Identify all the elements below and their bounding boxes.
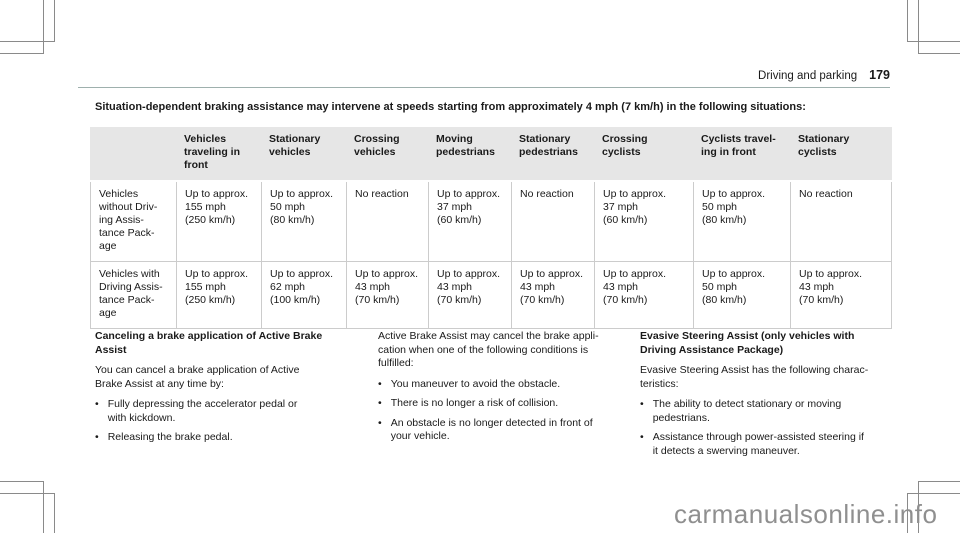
column-header: Stationary vehicles [261, 127, 346, 182]
table-cell: Up to approx. 43 mph (70 km/h) [346, 261, 428, 329]
column-header: Stationary pedestrians [511, 127, 594, 182]
crop-mark-top-right [918, 0, 960, 54]
bullet-icon: • [378, 416, 382, 429]
crop-mark-bottom-right [918, 481, 960, 533]
bullet-icon: • [95, 431, 99, 443]
table-cell: Up to approx. 155 mph (250 km/h) [176, 261, 261, 329]
list-item-text: Releasing the brake pedal. [107, 431, 233, 443]
table-cell: Up to approx. 50 mph (80 km/h) [693, 182, 790, 261]
page-number: 179 [869, 68, 890, 82]
section-heading: Canceling a brake application of Active … [95, 330, 323, 356]
section-title: Driving and parking [758, 70, 858, 82]
list-item: • The ability to detect stationary or mo… [640, 398, 912, 425]
list-item: • You maneuver to avoid the obstacle. [378, 378, 650, 392]
column-header: Stationary cyclists [790, 127, 892, 182]
column-header: Crossing vehicles [346, 127, 428, 182]
bullet-icon: • [640, 398, 644, 410]
bullet-icon: • [640, 431, 644, 443]
table-header-row: Vehicles traveling in front Stationary v… [90, 127, 892, 182]
crop-mark-top-left [0, 0, 55, 42]
bullet-list: • Fully depressing the accelerator pedal… [95, 398, 367, 445]
row-label: Vehicles with Driving Assis- tance Pack-… [90, 261, 176, 329]
table-cell: Up to approx. 37 mph (60 km/h) [594, 182, 693, 261]
crop-mark-bottom-right [907, 493, 960, 533]
section-cancel-conditions: Active Brake Assist may cancel the brake… [378, 330, 650, 450]
crop-mark-top-right [907, 0, 960, 42]
list-item-text: There is no longer a risk of collision. [390, 397, 559, 409]
table-cell: Up to approx. 155 mph (250 km/h) [176, 182, 261, 261]
section-paragraph: You can cancel a brake application of Ac… [95, 364, 300, 390]
bullet-icon: • [95, 398, 99, 410]
table-cell: No reaction [346, 182, 428, 261]
list-item: • Fully depressing the accelerator pedal… [95, 398, 367, 425]
table-cell: Up to approx. 43 mph (70 km/h) [428, 261, 511, 329]
list-item: • Assistance through power-assisted stee… [640, 431, 912, 458]
list-item: • There is no longer a risk of collision… [378, 397, 650, 411]
table-cell: Up to approx. 50 mph (80 km/h) [693, 261, 790, 329]
watermark-text: carmanualsonline.info [674, 499, 938, 529]
bullet-icon: • [378, 397, 382, 409]
crop-mark-bottom-left [0, 481, 44, 533]
table-cell: Up to approx. 43 mph (70 km/h) [790, 261, 892, 329]
table-cell: Up to approx. 43 mph (70 km/h) [511, 261, 594, 329]
list-item: • An obstacle is no longer detected in f… [378, 417, 650, 444]
table-cell: Up to approx. 37 mph (60 km/h) [428, 182, 511, 261]
list-item-text: Assistance through power-assisted steeri… [652, 431, 864, 457]
table-cell: No reaction [511, 182, 594, 261]
table-cell: No reaction [790, 182, 892, 261]
section-paragraph: Evasive Steering Assist has the followin… [640, 364, 869, 390]
column-header: Vehicles traveling in front [176, 127, 261, 182]
braking-assistance-table: Vehicles traveling in front Stationary v… [90, 127, 892, 329]
table-cell: Up to approx. 62 mph (100 km/h) [261, 261, 346, 329]
intro-text: Situation-dependent braking assistance m… [95, 101, 806, 113]
header-rule [78, 87, 890, 88]
list-item-text: You maneuver to avoid the obstacle. [390, 377, 561, 390]
column-header: Moving pedestrians [428, 127, 511, 182]
table-corner-cell [90, 127, 176, 182]
crop-mark-top-left [0, 0, 44, 54]
bullet-list: • The ability to detect stationary or mo… [640, 398, 912, 458]
list-item-text: The ability to detect stationary or movi… [652, 398, 842, 424]
column-header: Crossing cyclists [594, 127, 693, 182]
bullet-list: • You maneuver to avoid the obstacle. • … [378, 378, 650, 444]
table-row: Vehicles without Driv- ing Assis- tance … [90, 182, 892, 261]
list-item-text: An obstacle is no longer detected in fro… [390, 416, 593, 443]
table-cell: Up to approx. 43 mph (70 km/h) [594, 261, 693, 329]
column-header: Cyclists travel- ing in front [693, 127, 790, 182]
section-canceling-brake-application: Canceling a brake application of Active … [95, 330, 367, 451]
section-evasive-steering-assist: Evasive Steering Assist (only vehicles w… [640, 330, 912, 464]
list-item: • Releasing the brake pedal. [95, 431, 367, 445]
table-cell: Up to approx. 50 mph (80 km/h) [261, 182, 346, 261]
bullet-icon: • [378, 377, 382, 390]
table-row: Vehicles with Driving Assis- tance Pack-… [90, 261, 892, 329]
list-item-text: Fully depressing the accelerator pedal o… [107, 398, 298, 424]
crop-mark-bottom-left [0, 493, 55, 533]
section-paragraph: Active Brake Assist may cancel the brake… [378, 330, 599, 369]
section-heading: Evasive Steering Assist (only vehicles w… [640, 330, 855, 356]
running-header: Driving and parking 179 [78, 68, 890, 82]
row-label: Vehicles without Driv- ing Assis- tance … [90, 182, 176, 261]
